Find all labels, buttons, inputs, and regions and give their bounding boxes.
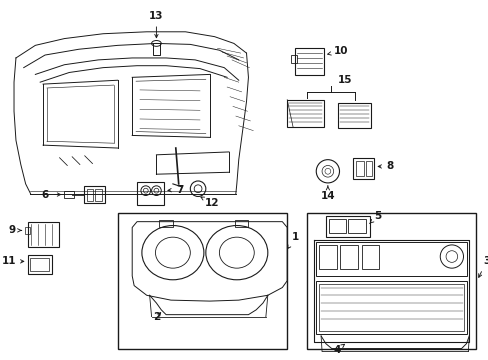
Bar (234, 220, 248, 228)
Text: 6: 6 (41, 189, 61, 199)
Text: 4: 4 (333, 344, 344, 355)
Bar (159, 220, 173, 228)
Bar (27, 222, 59, 247)
Text: 15: 15 (337, 75, 352, 85)
Bar (306, 213, 475, 348)
Bar (86, 189, 93, 201)
Bar (137, 182, 164, 205)
Text: 14: 14 (320, 186, 334, 202)
Bar (365, 161, 372, 176)
Bar (340, 245, 357, 269)
Bar (95, 189, 102, 201)
Text: 8: 8 (377, 161, 392, 171)
Bar (27, 255, 52, 274)
Text: 12: 12 (201, 197, 219, 208)
Text: 13: 13 (149, 11, 163, 38)
Bar (24, 226, 29, 234)
Bar (64, 191, 74, 198)
Bar (347, 219, 365, 233)
Bar (355, 161, 363, 176)
Bar (294, 48, 324, 75)
Bar (361, 245, 379, 269)
Bar (83, 186, 105, 203)
Text: 5: 5 (369, 211, 381, 224)
Text: 2: 2 (153, 312, 161, 321)
Text: 9: 9 (9, 225, 21, 235)
Bar (316, 281, 467, 334)
Bar (325, 216, 369, 237)
Bar (319, 284, 464, 331)
Bar (290, 55, 296, 63)
Bar (316, 242, 467, 276)
Bar (319, 245, 336, 269)
Bar (118, 213, 286, 348)
Text: 1: 1 (287, 232, 299, 249)
Bar (352, 158, 374, 179)
Bar (286, 100, 324, 127)
Text: 10: 10 (327, 46, 347, 56)
Bar (152, 44, 160, 55)
Text: 7: 7 (167, 185, 183, 195)
Text: 3: 3 (478, 256, 488, 277)
Bar (29, 257, 49, 271)
Bar (337, 103, 370, 128)
Bar (328, 219, 346, 233)
Text: 11: 11 (1, 256, 24, 266)
